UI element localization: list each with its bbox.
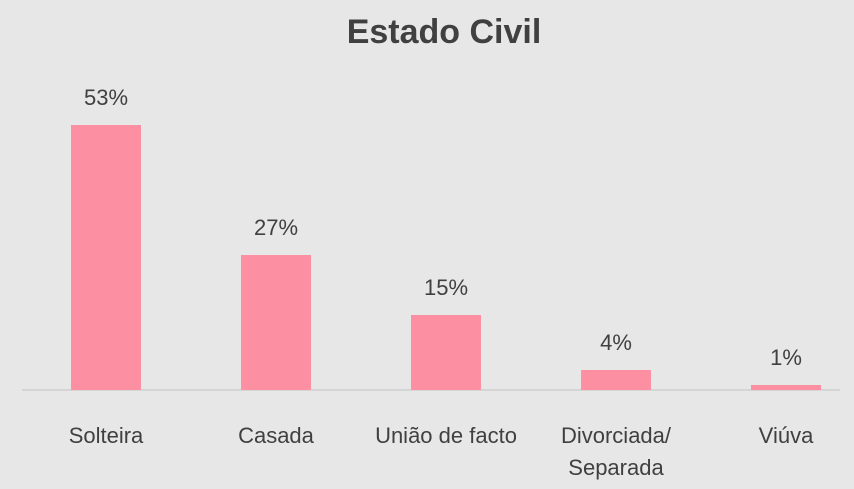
chart-title: Estado Civil <box>347 13 542 51</box>
value-label: 27% <box>254 215 298 240</box>
bar <box>581 370 651 390</box>
value-label: 53% <box>84 85 128 110</box>
value-label: 1% <box>770 345 802 370</box>
x-tick-label: Divorciada/ Separada <box>560 423 672 480</box>
value-label: 15% <box>424 275 468 300</box>
value-label: 4% <box>600 330 632 355</box>
bar <box>411 315 481 390</box>
x-tick-label: Viúva <box>758 423 814 448</box>
bar <box>71 125 141 390</box>
bar <box>751 385 821 390</box>
x-tick-label: Casada <box>238 423 314 448</box>
x-tick-label: Solteira <box>68 423 144 448</box>
x-tick-label: União de facto <box>375 423 517 448</box>
bar <box>241 255 311 390</box>
